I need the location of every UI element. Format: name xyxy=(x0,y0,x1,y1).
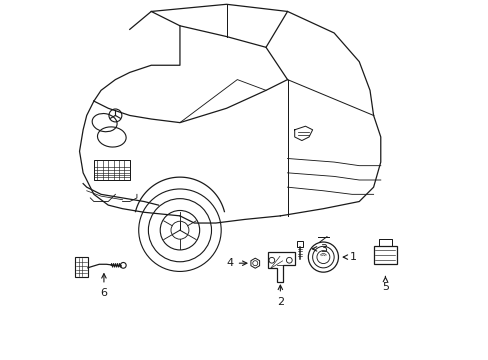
Text: 3: 3 xyxy=(312,244,326,254)
Text: 4: 4 xyxy=(226,258,246,268)
Bar xyxy=(297,240,303,247)
Text: 5: 5 xyxy=(381,276,388,292)
Polygon shape xyxy=(294,126,312,140)
Bar xyxy=(75,257,88,277)
Text: 1: 1 xyxy=(343,252,357,262)
Bar xyxy=(373,246,396,264)
Text: 2: 2 xyxy=(276,285,284,307)
Text: 6: 6 xyxy=(100,274,107,298)
Bar xyxy=(94,160,129,180)
